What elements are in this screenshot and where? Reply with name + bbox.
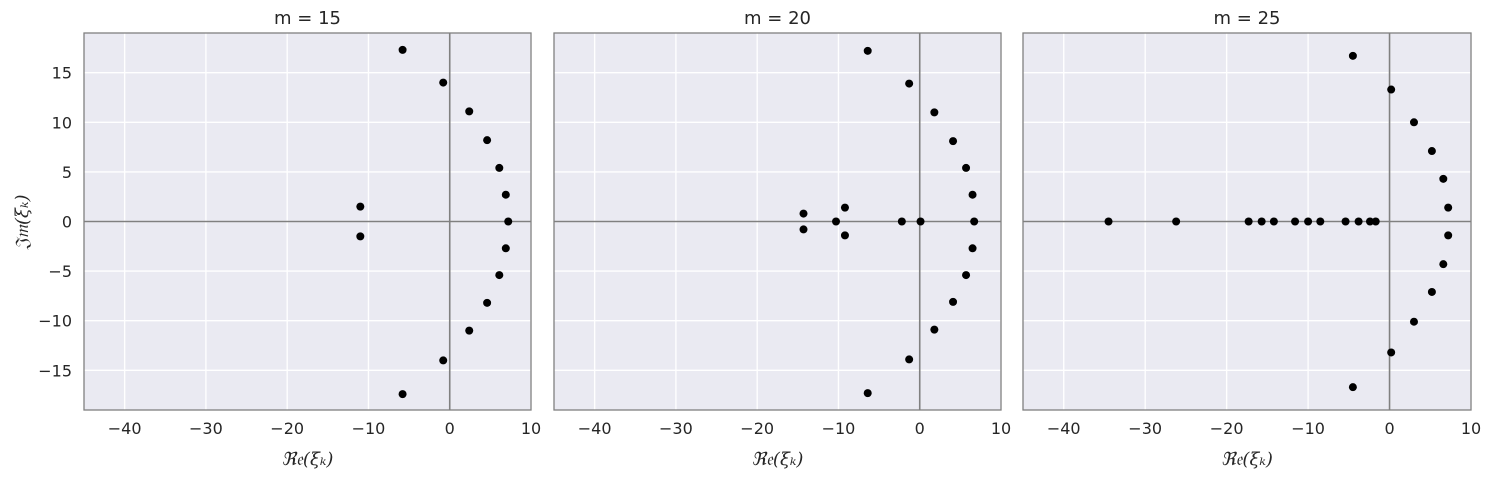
panel-1: −40 −30 −20 −10 0 10 15 10 5 0 −5 −10 −15 m = 15 ℜ𝔢(ξₖ…: [38, 8, 541, 470]
data-point: [1439, 174, 1448, 183]
panel-title: m = 20: [744, 8, 811, 29]
data-point: [483, 136, 492, 145]
x-axis-label: ℜ𝔢(ξₖ): [282, 449, 334, 470]
data-point: [1244, 217, 1253, 226]
data-point: [863, 46, 872, 55]
y-tick-label: −15: [38, 361, 72, 380]
data-point: [1409, 317, 1418, 326]
x-tick-label: −10: [352, 419, 386, 438]
y-axis-label: 𝔍𝔪(ξₖ): [12, 194, 33, 250]
data-point: [1387, 348, 1396, 357]
x-tick-label: −10: [1291, 419, 1325, 438]
x-axis-label: ℜ𝔢(ξₖ): [1221, 449, 1273, 470]
x-tick-label: −30: [189, 419, 223, 438]
data-point: [1427, 287, 1436, 296]
y-tick-label: −10: [38, 312, 72, 331]
data-point: [1348, 383, 1357, 392]
plot-frame: [553, 32, 1002, 411]
data-point: [840, 203, 849, 212]
data-point: [799, 225, 808, 234]
data-point: [1365, 217, 1374, 226]
data-point: [968, 190, 977, 199]
x-tick-label: −20: [270, 419, 304, 438]
x-tick-label: −40: [578, 419, 612, 438]
data-point: [905, 79, 914, 88]
x-tick-label: −20: [740, 419, 774, 438]
data-point: [1354, 217, 1363, 226]
data-point: [897, 217, 906, 226]
data-point: [465, 326, 474, 335]
x-axis-label: ℜ𝔢(ξₖ): [752, 449, 804, 470]
data-point: [832, 217, 841, 226]
data-point: [1341, 217, 1350, 226]
data-point: [1269, 217, 1278, 226]
data-point: [465, 107, 474, 116]
data-point: [968, 244, 977, 253]
x-tick-label: 0: [915, 419, 925, 438]
x-tick-label: 10: [521, 419, 541, 438]
data-point: [495, 271, 504, 280]
data-point: [1348, 51, 1357, 60]
data-point: [1387, 85, 1396, 94]
data-point: [970, 217, 979, 226]
data-point: [439, 356, 448, 365]
data-point: [1409, 118, 1418, 127]
x-tick-label: −40: [1047, 419, 1081, 438]
data-point: [930, 108, 939, 117]
data-point: [398, 390, 407, 399]
data-point: [1172, 217, 1181, 226]
data-point: [1291, 217, 1300, 226]
x-tick-label: −30: [1128, 419, 1162, 438]
data-point: [501, 244, 510, 253]
plot-frame: [1022, 32, 1472, 411]
data-point: [1371, 217, 1380, 226]
y-tick-label: 5: [62, 163, 72, 182]
data-point: [1104, 217, 1113, 226]
data-point: [483, 298, 492, 307]
data-point: [398, 45, 407, 54]
data-point: [930, 325, 939, 334]
panel-title: m = 15: [274, 8, 341, 29]
y-tick-label: 15: [52, 64, 72, 83]
data-point: [356, 202, 365, 211]
data-point: [1427, 147, 1436, 156]
data-point: [501, 190, 510, 199]
x-tick-label: 0: [445, 419, 455, 438]
x-tick-label: −40: [108, 419, 142, 438]
data-point: [799, 209, 808, 218]
data-point: [495, 163, 504, 172]
data-point: [949, 297, 958, 306]
data-point: [962, 163, 971, 172]
data-point: [1257, 217, 1266, 226]
panel-title: m = 25: [1214, 8, 1281, 29]
data-point: [1439, 260, 1448, 269]
data-point: [439, 78, 448, 87]
data-point: [1304, 217, 1313, 226]
panel-3: −40 −30 −20 −10 0 10 m = 25 ℜ𝔢(ξₖ): [1022, 8, 1481, 470]
plot-frame: [83, 32, 532, 411]
data-point: [905, 355, 914, 364]
data-point: [1444, 203, 1453, 212]
data-point: [840, 231, 849, 240]
x-tick-label: 0: [1384, 419, 1394, 438]
x-tick-label: −10: [822, 419, 856, 438]
data-point: [504, 217, 513, 226]
data-point: [1316, 217, 1325, 226]
x-tick-label: −20: [1210, 419, 1244, 438]
x-tick-label: 10: [1461, 419, 1481, 438]
data-point: [863, 389, 872, 398]
y-tick-label: 10: [52, 113, 72, 132]
data-point: [949, 137, 958, 146]
panel-2: −40 −30 −20 −10 0 10 m = 20 ℜ𝔢(ξₖ): [553, 8, 1011, 470]
x-tick-label: 10: [991, 419, 1011, 438]
data-point: [916, 217, 925, 226]
data-point: [962, 271, 971, 280]
x-tick-label: −30: [659, 419, 693, 438]
data-point: [1444, 231, 1453, 240]
y-tick-label: −5: [48, 262, 72, 281]
y-tick-label: 0: [62, 213, 72, 232]
data-point: [356, 232, 365, 241]
